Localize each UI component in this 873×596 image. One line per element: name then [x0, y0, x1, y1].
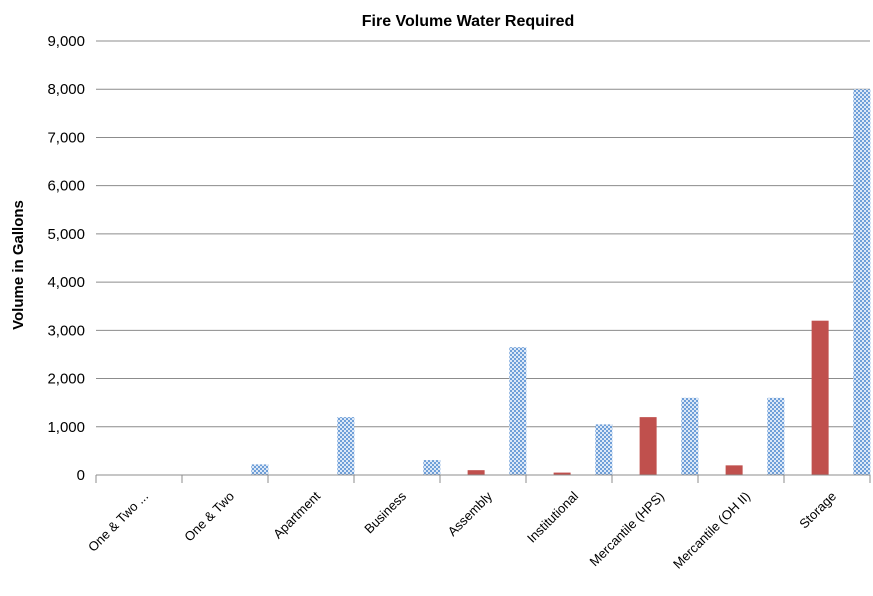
y-tick-label: 6,000	[47, 178, 85, 195]
y-tick-label: 8,000	[47, 81, 85, 98]
bar	[681, 397, 699, 475]
x-axis-ticks: One & Two ... One & Two Apartment Business A…	[85, 488, 839, 571]
y-tick-label: 5,000	[47, 226, 85, 243]
x-axis	[95, 474, 871, 483]
y-axis-ticks: 0 1,000 2,000 3,000 4,000 5,000 6,000 7,000 8,00…	[47, 33, 85, 484]
bar	[639, 417, 657, 475]
gridlines	[96, 40, 870, 428]
bar	[767, 397, 785, 475]
bar	[509, 347, 527, 475]
x-tick-label: Business	[361, 488, 409, 536]
x-tick-label: Mercantile (OH II)	[670, 489, 753, 572]
x-tick-label: Apartment	[270, 488, 323, 541]
bars	[251, 89, 871, 475]
bar	[853, 89, 871, 475]
bar	[725, 465, 743, 475]
y-tick-label: 2,000	[47, 371, 85, 388]
bar	[553, 472, 571, 475]
y-tick-label: 9,000	[47, 33, 85, 50]
chart-title: Fire Volume Water Required	[362, 13, 574, 30]
y-tick-label: 0	[77, 467, 85, 484]
y-tick-label: 7,000	[47, 129, 85, 146]
y-axis-label: Volume in Gallons	[10, 200, 27, 330]
bar	[595, 424, 613, 475]
x-tick-label: One & Two	[181, 489, 237, 545]
y-tick-label: 1,000	[47, 419, 85, 436]
x-tick-label: One & Two ...	[85, 489, 151, 555]
bar	[811, 320, 829, 475]
y-tick-label: 3,000	[47, 322, 85, 339]
x-tick-label: Institutional	[524, 488, 581, 545]
bar	[337, 417, 355, 475]
bar	[251, 464, 269, 475]
x-tick-label: Storage	[796, 489, 839, 532]
bar	[423, 460, 441, 475]
y-tick-label: 4,000	[47, 274, 85, 291]
bar	[467, 470, 485, 475]
x-tick-label: Assembly	[445, 488, 496, 539]
x-tick-label: Mercantile (HPS)	[587, 489, 668, 570]
